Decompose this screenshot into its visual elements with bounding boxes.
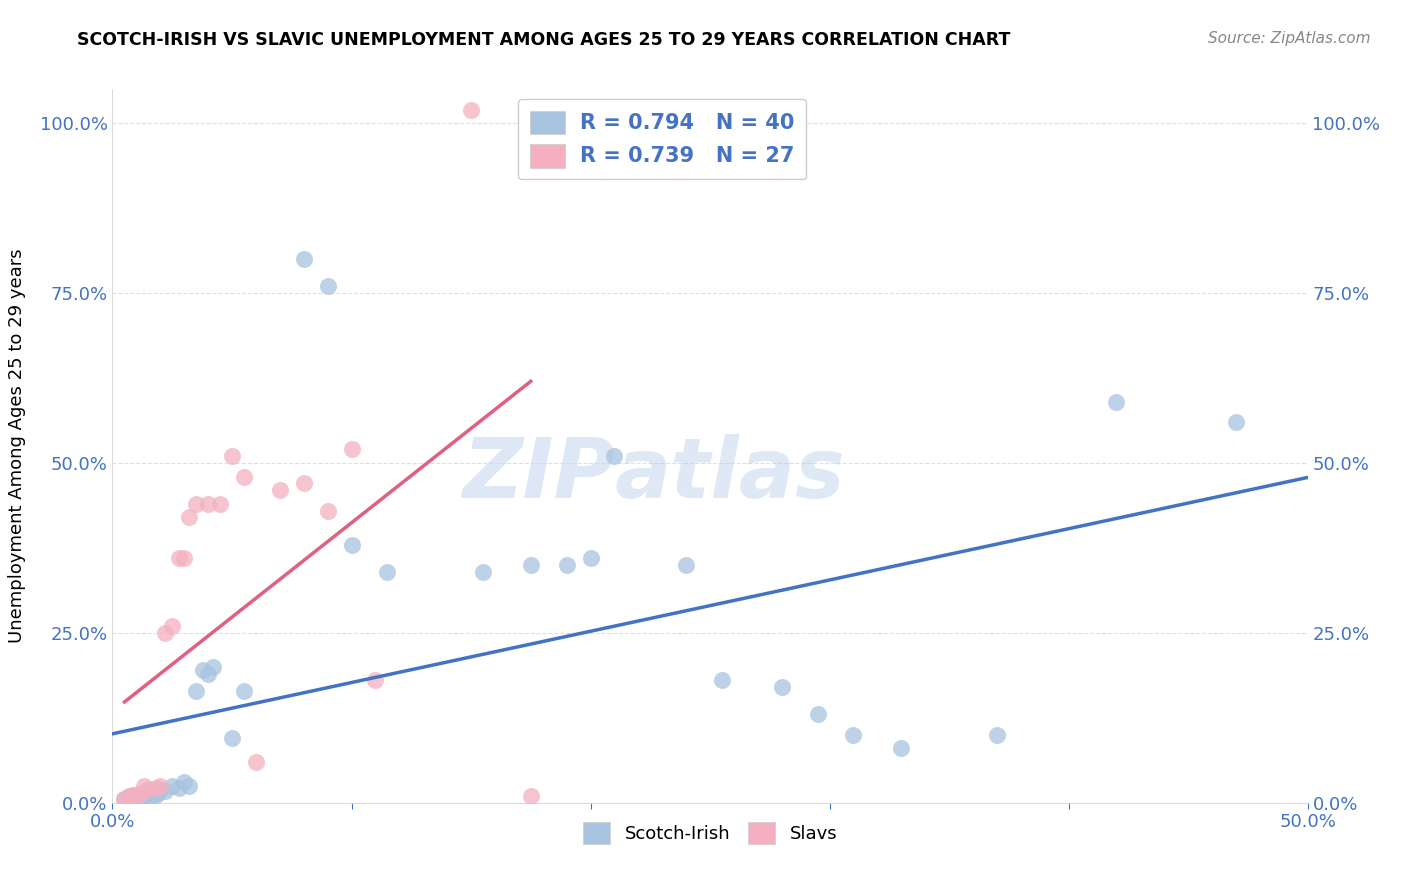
Point <box>138 782 160 797</box>
Point <box>197 497 219 511</box>
Point <box>579 551 602 566</box>
Point <box>186 683 208 698</box>
Point <box>132 789 155 803</box>
Point <box>186 497 208 511</box>
Point <box>316 279 339 293</box>
Point <box>125 788 148 802</box>
Point <box>146 786 169 800</box>
Point <box>377 565 399 579</box>
Point <box>193 663 215 677</box>
Point <box>770 680 793 694</box>
Point <box>603 449 626 463</box>
Point <box>132 779 155 793</box>
Point <box>986 728 1008 742</box>
Point <box>121 788 143 802</box>
Point <box>162 779 183 793</box>
Point <box>245 755 267 769</box>
Point <box>129 791 152 805</box>
Point <box>162 619 183 633</box>
Point <box>842 728 865 742</box>
Point <box>221 731 243 746</box>
Point <box>153 626 176 640</box>
Point <box>292 476 315 491</box>
Point <box>316 503 339 517</box>
Point <box>364 673 387 688</box>
Point <box>890 741 912 756</box>
Point <box>145 780 167 795</box>
Point <box>153 783 176 797</box>
Y-axis label: Unemployment Among Ages 25 to 29 years: Unemployment Among Ages 25 to 29 years <box>7 249 25 643</box>
Point <box>340 442 363 457</box>
Point <box>177 779 200 793</box>
Point <box>114 792 135 806</box>
Point <box>197 666 219 681</box>
Point <box>139 790 162 805</box>
Legend: Scotch-Irish, Slavs: Scotch-Irish, Slavs <box>575 814 845 851</box>
Point <box>145 788 167 802</box>
Text: SCOTCH-IRISH VS SLAVIC UNEMPLOYMENT AMONG AGES 25 TO 29 YEARS CORRELATION CHART: SCOTCH-IRISH VS SLAVIC UNEMPLOYMENT AMON… <box>77 31 1011 49</box>
Point <box>269 483 291 498</box>
Point <box>209 497 232 511</box>
Point <box>1105 394 1128 409</box>
Point <box>121 790 143 805</box>
Point <box>169 780 191 795</box>
Text: atlas: atlas <box>614 434 845 515</box>
Point <box>472 565 495 579</box>
Point <box>520 558 543 572</box>
Point <box>169 551 191 566</box>
Point <box>138 786 160 800</box>
Point <box>711 673 734 688</box>
Point <box>173 775 195 789</box>
Point <box>221 449 243 463</box>
Point <box>233 469 256 483</box>
Point <box>460 103 482 117</box>
Point <box>118 789 141 803</box>
Point <box>125 789 148 803</box>
Point <box>118 790 141 805</box>
Point <box>292 252 315 266</box>
Point <box>149 779 172 793</box>
Point <box>114 792 135 806</box>
Point <box>340 537 363 551</box>
Point <box>173 551 195 566</box>
Point <box>149 782 172 797</box>
Point <box>129 786 152 800</box>
Point <box>807 707 830 722</box>
Point <box>555 558 578 572</box>
Point <box>233 683 256 698</box>
Point <box>201 660 224 674</box>
Text: Source: ZipAtlas.com: Source: ZipAtlas.com <box>1208 31 1371 46</box>
Text: ZIP: ZIP <box>461 434 614 515</box>
Point <box>1225 415 1247 429</box>
Point <box>675 558 697 572</box>
Point <box>177 510 200 524</box>
Point <box>520 789 543 803</box>
